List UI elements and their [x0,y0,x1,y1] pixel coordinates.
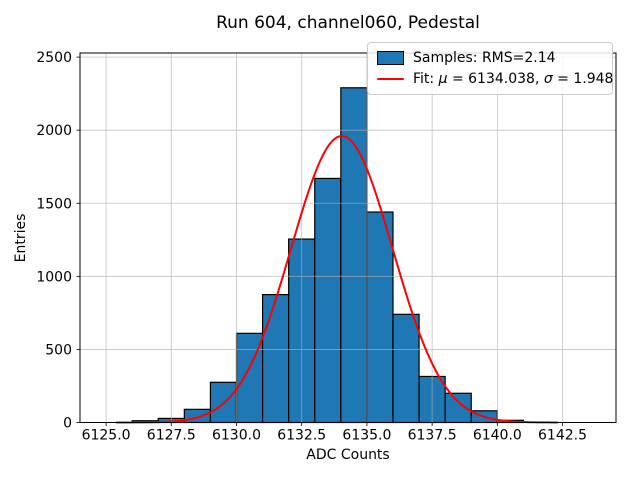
axes-spines [79,52,617,423]
y-tick-label: 1000 [36,269,72,285]
legend-fit-sigma-value: = 1.948 [552,71,614,87]
axis-ticks: 6125.0 6127.5 6130.0 6132.5 6135.0 6137.5 6140… [36,50,587,443]
histogram-swatch-icon [377,51,404,65]
y-tick-label: 500 [45,342,72,358]
fit-line-swatch-icon [377,78,404,80]
histogram-bar [261,294,290,424]
y-tick-label: 0 [63,416,72,432]
histogram-bar [392,313,420,424]
legend-samples-label: Samples: RMS=2.14 [413,50,556,66]
x-tick-label: 6127.5 [147,428,196,444]
legend-item-fit: Fit: μ = 6134.038, σ = 1.948 [377,71,613,87]
y-tick-label: 2000 [36,123,72,139]
y-tick-label: 1500 [36,196,72,212]
histogram-bar [340,87,368,424]
y-axis-label: Entries [13,213,29,263]
x-tick-label: 6125.0 [82,428,131,444]
x-tick-label: 6130.0 [212,428,261,444]
legend-fit-label: Fit: μ = 6134.038, σ = 1.948 [413,71,613,87]
x-tick-label: 6132.5 [277,428,326,444]
legend: Samples: RMS=2.14 Fit: μ = 6134.038, σ =… [367,42,613,95]
x-tick-label: 6142.5 [538,428,587,444]
x-tick-label: 6140.0 [473,428,522,444]
histogram-bars [131,87,525,424]
x-tick-label: 6135.0 [342,428,391,444]
x-axis-label: ADC Counts [306,447,390,463]
histogram-bar [314,177,342,424]
y-tick-label: 2500 [36,50,72,66]
legend-item-samples: Samples: RMS=2.14 [377,50,603,66]
legend-fit-mu-value: = 6134.038, [447,71,544,87]
x-tick-label: 6137.5 [408,428,457,444]
chart-title: Run 604, channel060, Pedestal [216,13,480,33]
legend-fit-mu-symbol: μ [438,71,448,87]
fit-curve [115,135,559,424]
legend-fit-prefix: Fit: [413,71,439,87]
legend-fit-sigma-symbol: σ [543,71,553,87]
histogram-bar [366,211,394,424]
